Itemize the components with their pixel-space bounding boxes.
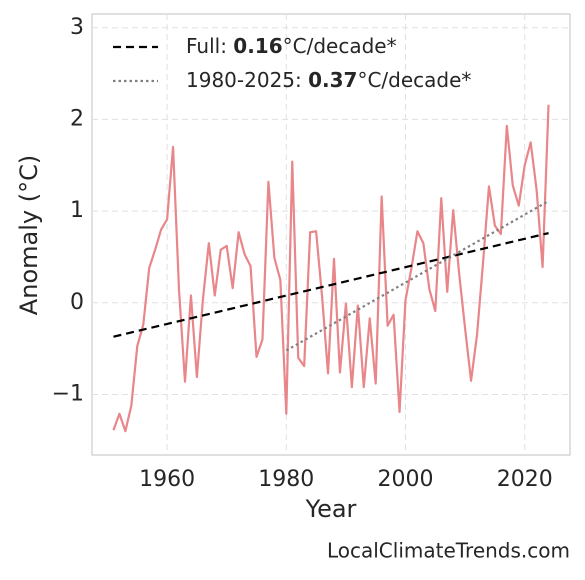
x-tick-label: 1980 (258, 467, 314, 492)
x-axis-label: Year (305, 495, 357, 523)
y-tick-label: 2 (70, 106, 84, 131)
x-tick-label: 1960 (139, 467, 195, 492)
series-line (112, 104, 550, 433)
legend-label-part: °C/decade* (357, 68, 471, 92)
x-tick-label: 2020 (497, 467, 553, 492)
legend-label-part: 0.16 (233, 34, 282, 58)
legend-label-part: 1980-2025: (186, 68, 308, 92)
source: LocalClimateTrends.com (327, 539, 570, 563)
legend-label: 1980-2025: 0.37°C/decade* (186, 68, 471, 92)
plot-frame (91, 13, 571, 456)
y-tick-label: 3 (70, 15, 84, 40)
x-tick-label: 2000 (378, 467, 434, 492)
y-tick-label: 1 (70, 198, 84, 223)
legend-label-part: °C/decade* (283, 34, 397, 58)
series-line (113, 232, 549, 338)
y-tick-label: −1 (52, 381, 84, 406)
legend-label: Full: 0.16°C/decade* (186, 34, 397, 58)
series-line (285, 200, 550, 352)
legend-label-part: 0.37 (308, 68, 357, 92)
y-tick-label: 0 (70, 290, 84, 315)
y-axis-label: Anomaly (°C) (15, 155, 43, 315)
legend-label-part: Full: (186, 34, 233, 58)
